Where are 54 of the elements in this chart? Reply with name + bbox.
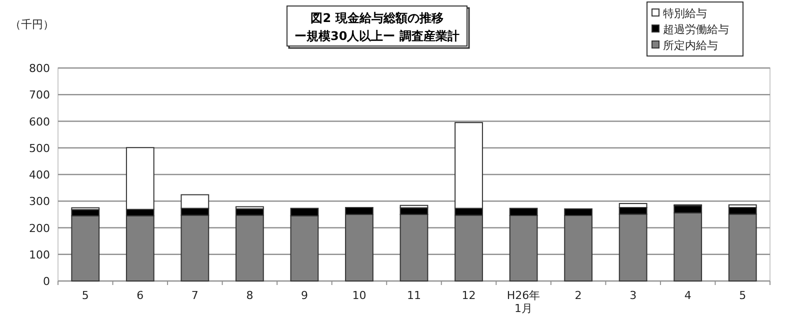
x-tick-label: 8 bbox=[246, 289, 254, 302]
y-tick-label: 300 bbox=[29, 195, 50, 208]
bar bbox=[509, 215, 538, 282]
bar bbox=[564, 215, 592, 282]
bar bbox=[618, 214, 648, 282]
bar bbox=[564, 208, 592, 216]
bar bbox=[71, 209, 100, 216]
bar bbox=[454, 122, 483, 209]
x-tick-label: 5 bbox=[82, 289, 89, 302]
y-tick-label: 700 bbox=[29, 88, 50, 102]
x-tick-label: 4 bbox=[684, 289, 692, 302]
y-tick-label: 0 bbox=[43, 275, 50, 288]
bar bbox=[345, 214, 374, 282]
x-tick-label: 11 bbox=[407, 289, 421, 302]
bar bbox=[236, 206, 264, 210]
x-tick-label: 12 bbox=[462, 289, 476, 302]
x-tick-label: 3 bbox=[630, 289, 637, 302]
chart-title: 図2 現金給与総額の推移 bbox=[310, 11, 444, 25]
legend-label: 特別給与 bbox=[663, 7, 707, 20]
x-tick-label: 2 bbox=[574, 289, 582, 302]
x-tick-label: 9 bbox=[300, 289, 308, 302]
y-tick-label: 100 bbox=[29, 248, 50, 262]
y-tick-label: 500 bbox=[29, 142, 50, 155]
bar bbox=[290, 215, 319, 282]
bar bbox=[126, 215, 154, 282]
bar bbox=[126, 147, 154, 210]
bar bbox=[728, 204, 757, 208]
y-tick-label: 600 bbox=[29, 115, 50, 128]
legend-label: 所定内給与 bbox=[663, 39, 718, 52]
bar bbox=[400, 204, 428, 208]
y-tick-label: 400 bbox=[29, 168, 50, 182]
bar bbox=[618, 203, 648, 208]
x-tick-label: 5 bbox=[739, 289, 746, 302]
bar bbox=[674, 212, 702, 282]
x-tick-label: 10 bbox=[352, 289, 366, 302]
chart-subtitle: ー規模30人以上ー 調査産業計 bbox=[294, 29, 460, 43]
bar bbox=[454, 214, 483, 282]
legend-label: 超過労働給与 bbox=[663, 23, 729, 36]
x-tick-label: 7 bbox=[191, 289, 198, 302]
y-tick-label: 200 bbox=[29, 222, 50, 235]
y-tick-label: 800 bbox=[29, 62, 50, 75]
y-axis-title: （千円） bbox=[10, 18, 54, 31]
x-tick-label: H26年 1月 bbox=[506, 289, 540, 316]
bar bbox=[509, 208, 538, 216]
bar bbox=[290, 208, 319, 216]
bar bbox=[345, 207, 374, 215]
bar bbox=[180, 194, 210, 209]
bar bbox=[180, 214, 210, 282]
bar bbox=[71, 215, 100, 282]
bar bbox=[236, 214, 264, 282]
x-tick-label: 6 bbox=[136, 289, 144, 302]
bar bbox=[674, 205, 702, 214]
bar bbox=[728, 214, 757, 282]
bar bbox=[400, 214, 428, 282]
